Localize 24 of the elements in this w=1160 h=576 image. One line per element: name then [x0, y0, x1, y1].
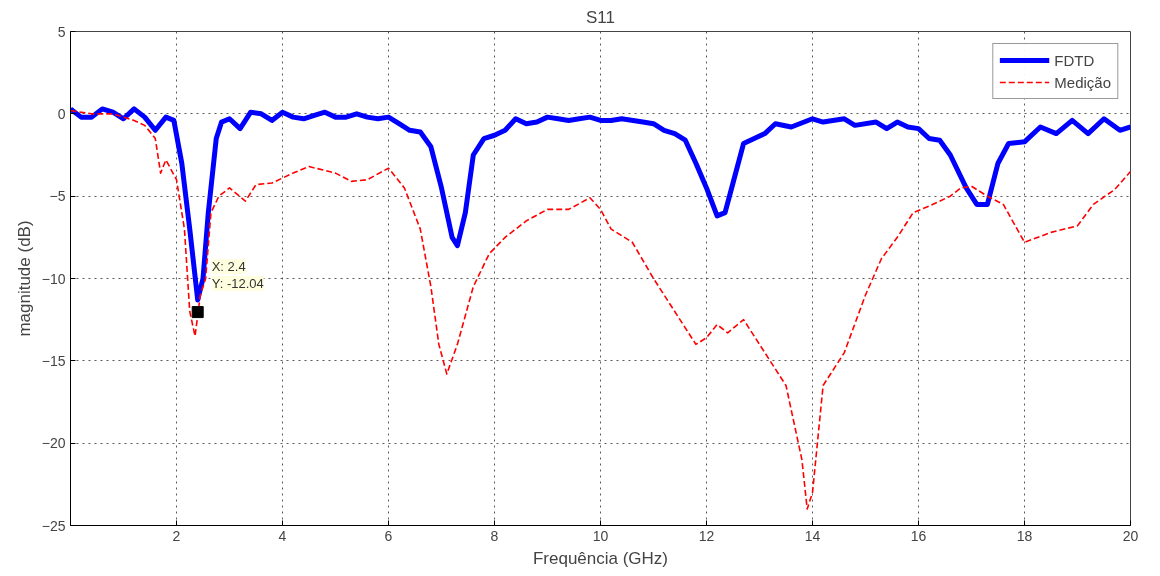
x-tick-label: 14	[804, 527, 821, 544]
y-tick-label: 0	[57, 105, 66, 122]
y-tick-label: −20	[41, 435, 66, 452]
y-tick-label: −25	[41, 517, 66, 534]
y-tick-label: −5	[49, 188, 66, 205]
x-tick-label: 16	[910, 527, 927, 544]
y-axis-title: magnitude (dB)	[14, 220, 34, 337]
legend-label: FDTD	[1054, 51, 1095, 69]
x-tick-label: 10	[592, 527, 609, 544]
x-tick-label: 8	[490, 527, 499, 544]
x-tick-label: 18	[1016, 527, 1033, 544]
y-tick-label: −15	[41, 352, 66, 369]
x-tick-label: 2	[172, 527, 181, 544]
annotation: X: 2.4 Y: -12.04	[211, 259, 264, 292]
y-tick-label: −10	[41, 270, 66, 287]
x-axis-title: Frequência (GHz)	[532, 548, 669, 568]
x-tick-label: 6	[384, 527, 393, 544]
legend-label: Medição	[1054, 73, 1111, 91]
x-tick-label: 12	[698, 527, 715, 544]
chart-title: S11	[586, 7, 616, 27]
y-tick-label: 5	[57, 23, 66, 40]
x-tick-label: 4	[278, 527, 287, 544]
x-tick-label: 20	[1122, 527, 1139, 544]
line-series	[70, 109, 1131, 510]
